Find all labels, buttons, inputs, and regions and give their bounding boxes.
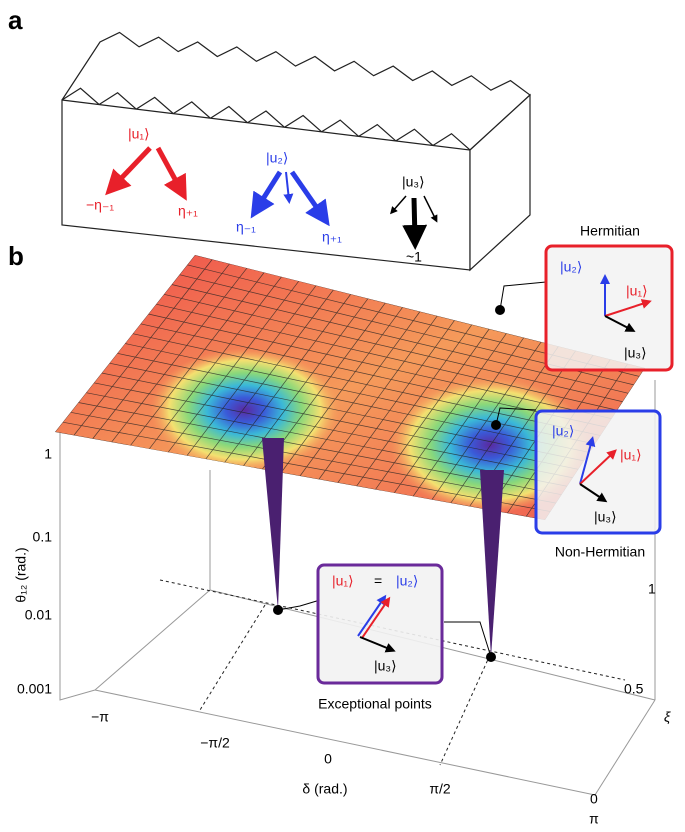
dip [150,348,340,472]
ket: |u₂⟩ [396,573,418,589]
ket: |u₂⟩ [552,423,574,439]
arrow [423,195,438,223]
mesh-line [70,411,557,504]
mesh-line [101,372,579,470]
axis-label: θ₁₂ (rad.) [13,547,29,602]
arrow [390,195,407,215]
arrow [250,170,283,219]
ket: |u₁⟩ [332,573,354,589]
arrow [155,146,187,201]
equals: = [374,573,382,589]
inset [544,244,674,372]
coefficient: η₊₁ [178,203,198,219]
mesh-line [148,313,612,420]
tick-label: 0 [590,791,598,807]
box-edge [594,699,656,796]
vector [357,594,387,637]
vector [579,449,617,485]
tick-label: 0.1 [33,529,53,545]
vector [604,315,636,332]
ket: |u₁⟩ [128,126,150,142]
inset-title: Non-Hermitian [555,544,645,560]
ket: |u₃⟩ [374,658,397,674]
coefficient: −η₋₁ [86,197,114,213]
vector [579,436,596,485]
mesh-line [62,421,551,512]
ket: |u₁⟩ [620,447,642,463]
side-face [469,93,531,272]
ket: |u₂⟩ [266,150,288,166]
ket: |u₃⟩ [402,174,425,190]
mesh-line [124,343,596,445]
spike [480,470,504,657]
tick-label: π/2 [429,781,451,797]
arrow [289,170,330,227]
callout [495,407,537,426]
ket: |u₂⟩ [560,259,582,275]
mesh-line [117,352,590,453]
spike [262,438,284,610]
guide [439,654,491,766]
mesh-line [109,362,584,462]
axis-label: δ (rad.) [302,781,347,797]
inset-title: Hermitian [580,223,640,239]
callout [277,599,321,611]
ket: |u₁⟩ [626,283,648,299]
tick-label: π [589,811,599,827]
tick-label: 1 [648,581,656,597]
callout [499,281,547,311]
inset [534,409,662,535]
ket: |u₃⟩ [594,509,617,525]
coefficient: ~1 [406,249,422,265]
tick-label: 0.5 [624,681,644,697]
vector [359,636,396,653]
point [273,605,283,615]
point [486,652,496,662]
guide [199,604,266,711]
mesh-line [156,303,618,411]
arrow [283,171,294,204]
box-edge [94,689,596,796]
coefficient: η₋₁ [236,219,256,235]
point [495,305,505,315]
box-edge [59,432,96,701]
vector [579,483,608,503]
tick-label: 0.01 [25,607,52,623]
tick-label: 1 [44,446,52,462]
arrow [105,146,152,196]
block [61,31,531,272]
tick-label: 0.001 [17,681,52,697]
guide [159,579,626,681]
inset-title: Exceptional points [318,696,432,712]
mesh-line [163,293,623,403]
mesh-line [171,284,629,394]
vector [361,596,391,639]
point [491,420,501,430]
mesh-line [132,333,601,436]
tick-label: −π/2 [200,735,230,751]
arrow [402,197,428,250]
axis-label: ξ [664,709,671,725]
tick-label: −π [91,709,109,725]
vector [604,299,652,317]
panel-label: a [8,5,23,35]
coefficient: η₊₁ [322,229,342,245]
ket: |u₃⟩ [624,345,647,361]
callout [444,621,492,658]
tick-label: 0 [324,751,332,767]
panel-label: b [8,241,24,271]
inset [316,563,444,685]
mesh-line [93,382,573,479]
box-edge [94,589,211,691]
